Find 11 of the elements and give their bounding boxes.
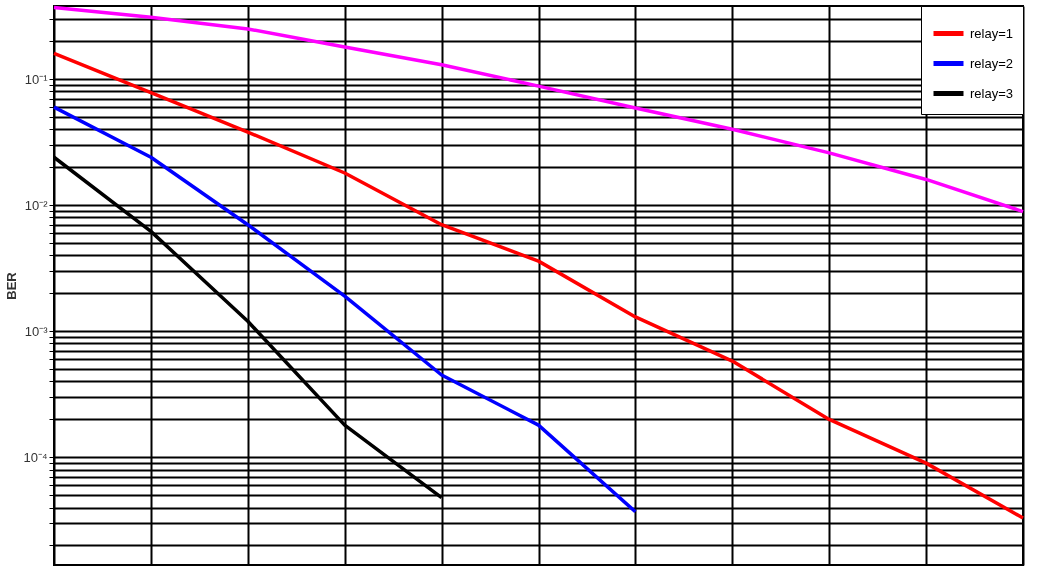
line-series [52,105,638,514]
y-tick-label: 10⁻⁴ [23,449,48,465]
y-axis-title: BER [4,271,20,300]
legend-label: relay=2 [970,55,1013,71]
legend-label: relay=3 [970,85,1013,101]
line-series [52,5,1025,214]
legend-label: relay=1 [970,25,1013,41]
y-tick-label: 10⁻¹ [24,71,49,87]
y-tick-label: 10⁻² [24,197,49,213]
line-series [52,51,1025,520]
y-tick-label: 10⁻³ [24,323,49,339]
